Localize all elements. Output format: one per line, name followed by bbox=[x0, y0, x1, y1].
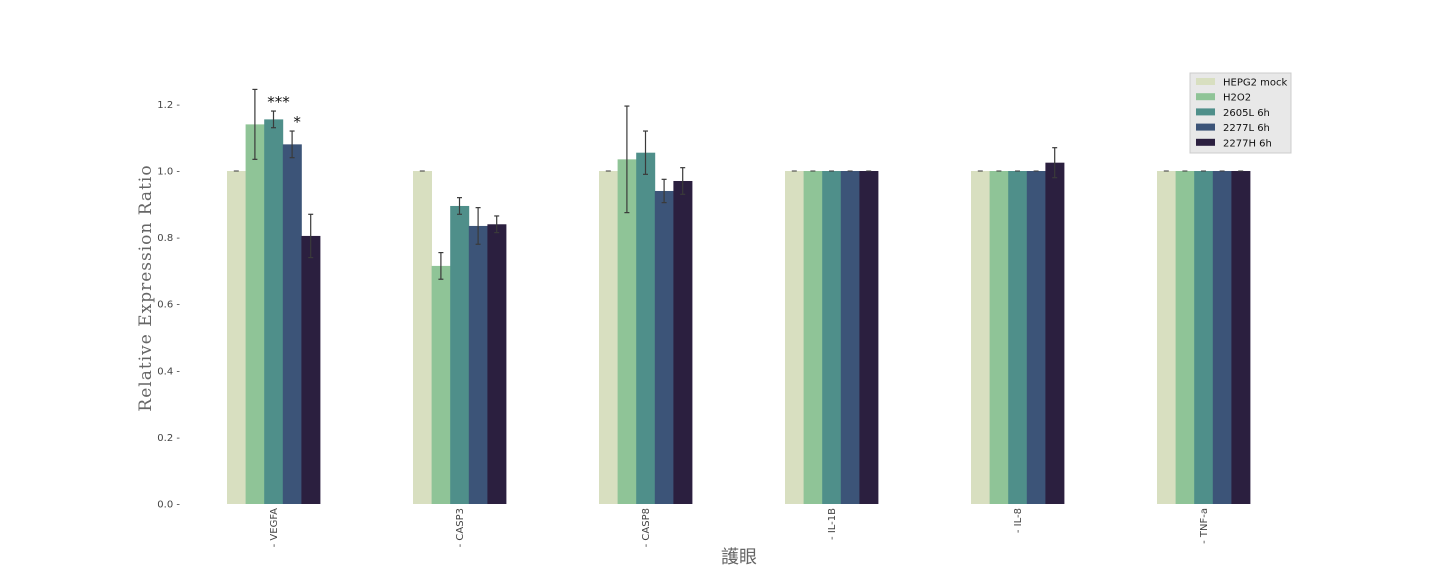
error-bar bbox=[289, 130, 295, 159]
legend-swatch bbox=[1196, 138, 1215, 146]
bar bbox=[859, 171, 879, 504]
legend-label: 2277L 6h bbox=[1223, 123, 1270, 134]
bar bbox=[1194, 171, 1214, 504]
x-tick-label: - CASP8 bbox=[641, 508, 652, 547]
bar bbox=[1231, 171, 1251, 504]
bar bbox=[227, 171, 246, 504]
bar bbox=[245, 124, 265, 504]
x-tick-label: - IL-8 bbox=[1013, 508, 1024, 533]
legend-item: H2O2 bbox=[1196, 93, 1251, 104]
bar bbox=[989, 171, 1009, 504]
bar bbox=[1212, 171, 1232, 504]
bar bbox=[264, 119, 284, 504]
bar bbox=[785, 171, 804, 504]
legend-swatch bbox=[1196, 78, 1215, 85]
legend: HEPG2 mock H2O2 2605L 6h 2277L 6h 2277H 6h bbox=[1189, 72, 1292, 154]
error-bar bbox=[661, 178, 667, 204]
error-bar bbox=[494, 215, 500, 234]
y-tick-label: 0.4 - bbox=[157, 366, 180, 377]
x-tick-label: - CASP3 bbox=[455, 508, 466, 547]
error-bar bbox=[624, 105, 630, 214]
x-axis-ticks: - VEGFA - CASP3 - CASP8 - IL-1B - IL-8 - TNF-… bbox=[269, 508, 1210, 548]
significance-annotation: *** bbox=[267, 93, 290, 111]
y-tick-label: 1.0 - bbox=[157, 167, 180, 178]
bar bbox=[468, 225, 488, 504]
y-tick-label: 0.0 - bbox=[157, 500, 180, 511]
error-bar bbox=[475, 207, 481, 245]
bar bbox=[450, 205, 470, 504]
bar bbox=[301, 235, 321, 504]
bar bbox=[840, 171, 860, 504]
bar bbox=[803, 171, 823, 504]
legend-item: 2605L 6h bbox=[1196, 108, 1270, 119]
legend-item: 2277H 6h bbox=[1196, 138, 1272, 149]
bar bbox=[822, 171, 842, 504]
bar bbox=[487, 224, 507, 504]
bar bbox=[1008, 171, 1028, 504]
bar bbox=[1026, 171, 1046, 504]
error-bar bbox=[252, 88, 258, 160]
legend-label: 2277H 6h bbox=[1223, 138, 1272, 149]
legend-swatch bbox=[1196, 93, 1215, 101]
bar bbox=[282, 144, 302, 505]
x-tick-label: - IL-1B bbox=[827, 508, 838, 540]
legend-swatch bbox=[1196, 123, 1215, 131]
y-tick-label: 1.2 - bbox=[157, 100, 180, 111]
y-axis-ticks: 0.0 - 0.2 - 0.4 - 0.6 - 0.8 - 1.0 - 1.2 - bbox=[157, 100, 180, 511]
error-bar bbox=[308, 213, 314, 259]
legend-swatch bbox=[1196, 108, 1215, 116]
legend-label: HEPG2 mock bbox=[1223, 78, 1288, 89]
bar bbox=[599, 171, 618, 504]
bar bbox=[431, 265, 451, 504]
legend-label: H2O2 bbox=[1223, 93, 1251, 104]
bar bbox=[1157, 171, 1176, 504]
legend-item: 2277L 6h bbox=[1196, 123, 1270, 134]
bar bbox=[636, 152, 656, 504]
legend-label: 2605L 6h bbox=[1223, 108, 1270, 119]
y-tick-label: 0.8 - bbox=[157, 233, 180, 244]
y-axis-title: Relative Expression Ratio bbox=[136, 164, 156, 411]
bar bbox=[617, 159, 637, 504]
error-bar bbox=[680, 167, 686, 195]
error-bar bbox=[457, 197, 462, 215]
error-bar bbox=[1052, 147, 1058, 179]
error-bar bbox=[271, 110, 276, 129]
bars-layer bbox=[227, 119, 1251, 505]
annotations-layer: **** bbox=[267, 93, 301, 131]
error-bar bbox=[643, 130, 648, 175]
bar bbox=[1045, 162, 1065, 505]
legend-item: HEPG2 mock bbox=[1196, 78, 1288, 89]
error-bar bbox=[438, 251, 444, 280]
bar bbox=[654, 190, 674, 505]
bar bbox=[971, 171, 990, 504]
x-tick-label: - TNF-a bbox=[1199, 508, 1210, 544]
y-tick-label: 0.2 - bbox=[157, 433, 180, 444]
error-bars-layer bbox=[233, 88, 1244, 280]
x-axis-title: 護眼 bbox=[721, 547, 757, 568]
bar bbox=[1175, 171, 1195, 504]
bar bbox=[413, 171, 432, 504]
y-tick-label: 0.6 - bbox=[157, 300, 180, 311]
bar bbox=[673, 180, 693, 505]
x-tick-label: - VEGFA bbox=[269, 508, 280, 548]
significance-annotation: * bbox=[293, 113, 301, 131]
